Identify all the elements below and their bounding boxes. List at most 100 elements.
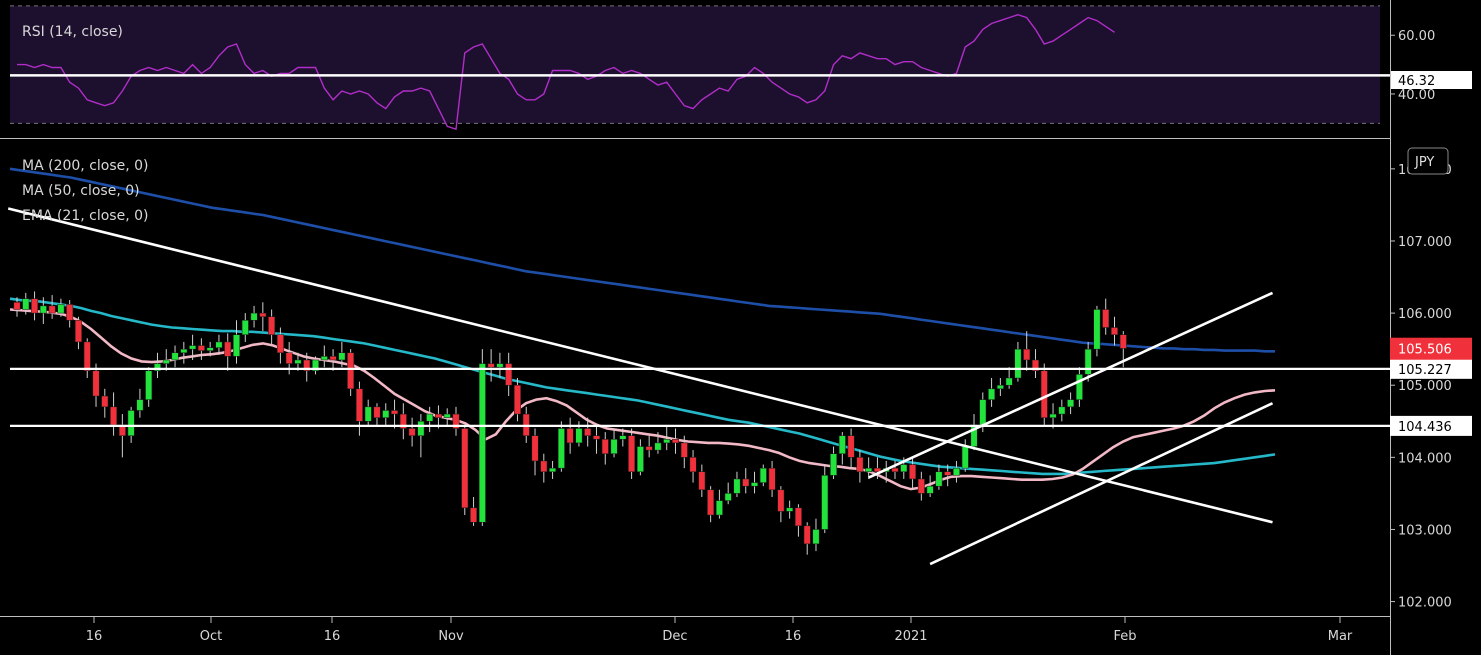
candle-down <box>944 471 952 476</box>
candle-down <box>66 304 74 321</box>
candle-up <box>57 304 65 314</box>
time-tick-label: 16 <box>785 629 802 644</box>
candle-up <box>136 399 144 411</box>
price-panel: 102.000 103.000 104.000 105.000 106.000 107.0… <box>7 147 1472 611</box>
candle-up <box>180 348 188 354</box>
candle-down <box>329 356 337 361</box>
candle-down <box>680 442 688 458</box>
candle-down <box>672 439 679 444</box>
rsi-indicator-label: RSI (14, close) <box>22 24 123 40</box>
candle-up <box>215 341 223 348</box>
time-tick-label: 2021 <box>894 629 927 644</box>
candle-down <box>373 406 381 418</box>
candle-up <box>786 507 794 512</box>
candle-down <box>601 439 609 454</box>
candle-up <box>557 428 565 469</box>
rsi-tick-label: 40.00 <box>1398 88 1435 103</box>
candle-up <box>426 413 434 422</box>
candle-down <box>391 410 398 415</box>
candle-up <box>838 435 846 454</box>
candle-down <box>645 446 653 451</box>
time-tick-label: 16 <box>86 629 103 644</box>
candle-down <box>101 395 109 408</box>
candle-up <box>320 356 328 361</box>
time-axis[interactable]: 16 Oct 16 Nov Dec 16 2021 Feb Mar <box>86 617 1353 644</box>
price-tick-label: 107.000 <box>1398 235 1452 250</box>
candle-up <box>233 334 240 357</box>
candle-down <box>584 428 592 436</box>
candle-down <box>917 478 925 494</box>
channel-upper-line[interactable] <box>868 291 1274 479</box>
ma200-label: MA (200, close, 0) <box>22 158 149 174</box>
candle-up <box>241 320 249 335</box>
candle-down <box>803 525 811 545</box>
time-tick-label: Feb <box>1113 629 1136 644</box>
candle-down <box>461 428 469 509</box>
candle-up <box>988 388 996 400</box>
candle-down <box>434 413 442 418</box>
candle-down <box>593 435 600 440</box>
candle-down <box>794 507 802 527</box>
drawn-trendlines <box>7 207 1274 566</box>
candle-up <box>478 363 486 523</box>
level-tag-bg <box>1390 358 1472 379</box>
candle-up <box>364 406 372 422</box>
moving-average-lines <box>9 167 1276 491</box>
candle-up <box>900 464 908 473</box>
candle-up <box>312 359 319 372</box>
time-tick-label: Nov <box>438 629 464 644</box>
candle-up <box>127 410 135 436</box>
candle-up <box>206 347 214 351</box>
horizontal-levels <box>10 367 1390 427</box>
candle-up <box>751 482 758 487</box>
time-tick-label: Dec <box>662 629 687 644</box>
candle-up <box>1049 413 1057 418</box>
candle-down <box>1111 327 1118 335</box>
candle-up <box>250 312 258 321</box>
candle-down <box>566 428 574 444</box>
rsi-axis-ticks: 40.00 60.00 <box>1390 29 1435 103</box>
candle-up <box>338 352 346 361</box>
candle-down <box>742 478 750 487</box>
candle-down <box>13 302 21 310</box>
candle-up <box>1084 348 1092 375</box>
candle-up <box>39 305 47 314</box>
candle-down <box>224 341 232 357</box>
indicator-line-1 <box>9 297 1276 476</box>
candle-up <box>496 363 504 368</box>
candle-down <box>197 345 205 351</box>
candle-down <box>285 352 293 364</box>
candle-up <box>733 478 741 494</box>
candle-up <box>145 370 153 400</box>
candle-down <box>75 320 82 343</box>
candle-down <box>487 363 495 368</box>
price-axis-ticks: 102.000 103.000 104.000 105.000 106.000 107.0… <box>1390 163 1452 611</box>
channel-lower-line[interactable] <box>929 402 1274 566</box>
level-tag-value: 104.436 <box>1398 420 1452 435</box>
candle-down <box>399 413 407 429</box>
price-tick-label: 104.000 <box>1398 451 1452 466</box>
candle-up <box>979 399 987 426</box>
candle-up <box>443 413 451 418</box>
rsi-tick-label: 60.00 <box>1398 29 1435 44</box>
ema21-label: EMA (21, close, 0) <box>22 208 148 224</box>
candle-down <box>698 471 706 491</box>
candle-down <box>891 467 899 473</box>
candle-up <box>654 442 662 451</box>
candle-down <box>628 435 636 473</box>
level-tag-value: 105.227 <box>1398 363 1452 378</box>
candle-down <box>83 341 91 372</box>
candle-up <box>812 529 820 545</box>
candle-up <box>1067 399 1075 408</box>
candle-down <box>355 388 363 422</box>
descending-trendline[interactable] <box>7 207 1273 524</box>
last-price-tag: 105.506 <box>1390 337 1472 360</box>
candlesticks <box>13 291 1127 555</box>
currency-badge[interactable]: JPY <box>1407 147 1449 175</box>
candle-up <box>1093 309 1101 350</box>
candle-down <box>92 370 100 397</box>
price-tick-label: 106.000 <box>1398 307 1452 322</box>
candle-down <box>259 312 267 317</box>
candle-down <box>531 435 539 462</box>
